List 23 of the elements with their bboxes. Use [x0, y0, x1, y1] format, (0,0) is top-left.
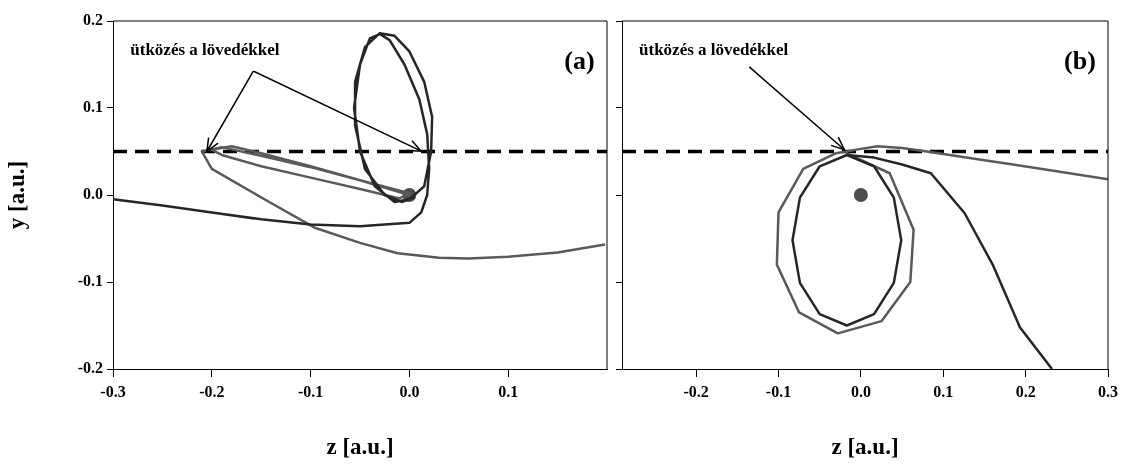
x-tick-label: -0.2 — [683, 382, 709, 400]
y-tick-label: 0.1 — [83, 98, 103, 116]
x-tick-label: 0.2 — [1015, 382, 1036, 400]
x-axis-title: z [a.u.] — [326, 434, 394, 460]
y-tick-label: 0.0 — [83, 185, 103, 203]
y-tick-label: -0.1 — [77, 272, 103, 290]
annotation: ütközés a lövedékkel — [130, 39, 280, 59]
y-tick-label: -0.2 — [77, 359, 103, 377]
annotation: (b) — [1064, 46, 1096, 76]
x-tick-label: -0.1 — [297, 382, 324, 400]
y-axis-title: y [a.u.] — [3, 160, 29, 230]
x-tick-label: 0.0 — [399, 382, 420, 400]
x-tick-label: -0.3 — [100, 382, 126, 400]
y-tick-label: 0.2 — [83, 11, 103, 29]
x-axis-title: z [a.u.] — [831, 434, 899, 460]
x-tick-label: -0.2 — [199, 382, 225, 400]
x-tick-label: 0.1 — [498, 382, 519, 400]
x-tick-label: 0.0 — [850, 382, 871, 400]
annotation: ütközés a lövedékkel — [639, 39, 789, 59]
annotation: (a) — [564, 46, 595, 76]
x-tick-label: -0.1 — [765, 382, 792, 400]
x-tick-label: 0.3 — [1098, 382, 1118, 400]
x-tick-label: 0.1 — [933, 382, 954, 400]
